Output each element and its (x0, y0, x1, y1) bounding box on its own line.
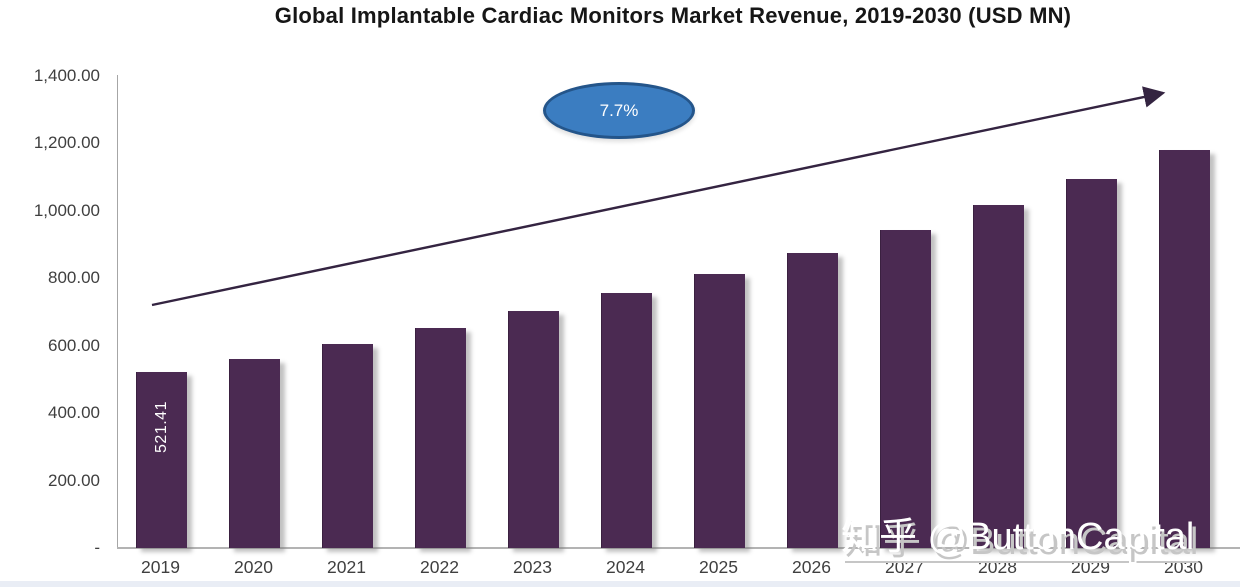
x-tick-label-2030: 2030 (1164, 557, 1203, 577)
bar-2021 (321, 344, 373, 548)
bar-2030 (1158, 150, 1210, 548)
x-tick-label-2029: 2029 (1071, 557, 1110, 577)
y-tick-label: 200.00 (48, 470, 100, 490)
x-tick-label-2026: 2026 (792, 557, 831, 577)
cagr-value: 7.7% (599, 100, 639, 120)
y-axis-line (117, 75, 118, 548)
bar-2025 (693, 273, 745, 548)
x-tick-label-2027: 2027 (885, 557, 924, 577)
x-tick-label-2025: 2025 (699, 557, 738, 577)
bar-value-label: 521.41 (152, 401, 170, 454)
bottom-strip (0, 581, 1240, 587)
x-tick-label-2020: 2020 (234, 557, 273, 577)
bar-2020 (228, 358, 280, 548)
x-tick-label-2021: 2021 (327, 557, 366, 577)
x-axis-line (117, 547, 1240, 549)
y-tick-label: - (94, 538, 100, 557)
bar-2023 (507, 311, 559, 548)
chart-title: Global Implantable Cardiac Monitors Mark… (274, 3, 1072, 28)
bar-2029 (1065, 178, 1117, 548)
x-tick-label-2024: 2024 (606, 557, 645, 577)
bar-2028 (972, 205, 1024, 548)
watermark: 知乎 @ButtonCapital 知乎 @ButtonCapital (841, 505, 1240, 563)
bar-2026 (786, 252, 838, 548)
bar-2024 (600, 293, 652, 548)
cagr-badge: 7.7% (543, 82, 695, 139)
y-tick-label: 600.00 (48, 335, 100, 355)
bar-2027 (879, 229, 931, 548)
y-tick-label: 1,200.00 (33, 133, 100, 153)
y-tick-label: 1,400.00 (33, 66, 100, 85)
bar-2019: 521.41 (135, 372, 187, 548)
x-tick-label-2022: 2022 (420, 557, 459, 577)
watermark-front-text: 知乎 @ButtonCapital (841, 516, 1195, 558)
x-tick-label-2028: 2028 (978, 557, 1017, 577)
x-tick-label-2023: 2023 (513, 557, 552, 577)
y-tick-label: 800.00 (48, 268, 100, 288)
bar-2022 (414, 328, 466, 548)
y-tick-label: 1,000.00 (33, 200, 100, 220)
y-tick-label: 400.00 (48, 403, 100, 423)
x-tick-label-2019: 2019 (141, 557, 180, 577)
watermark-shadow-text: 知乎 @ButtonCapital (845, 521, 1199, 563)
